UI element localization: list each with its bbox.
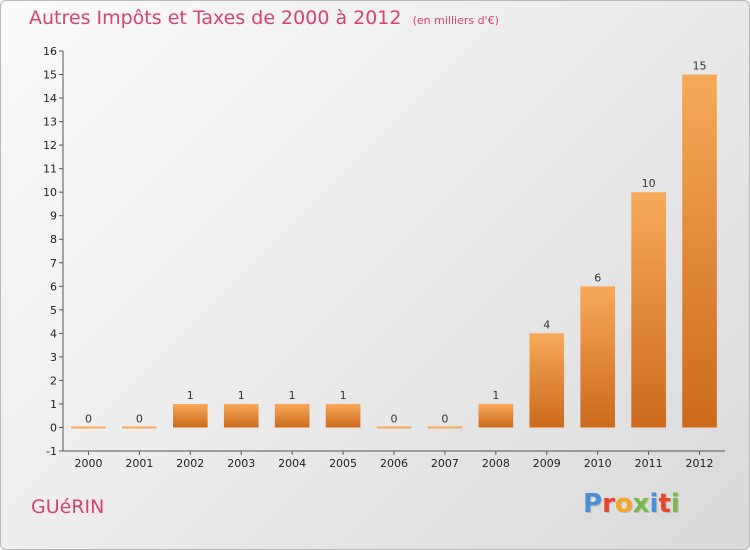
bar — [172, 403, 208, 428]
bar — [376, 426, 412, 429]
bar-data-label: 4 — [543, 318, 550, 331]
y-tick-label: 0 — [50, 421, 57, 434]
logo-letter: o — [614, 489, 633, 519]
logo-letter: x — [632, 489, 650, 519]
bar — [529, 333, 565, 428]
bar — [274, 403, 310, 428]
x-tick-label: 2003 — [227, 457, 255, 470]
y-tick-label: 11 — [43, 163, 57, 176]
bar — [122, 426, 157, 429]
bar-data-label: 1 — [187, 389, 194, 402]
bar — [631, 192, 666, 428]
logo-letter: i — [670, 489, 680, 519]
proxiti-logo: Proxiti — [583, 489, 680, 519]
bar-data-label: 1 — [289, 389, 296, 402]
y-tick-label: 12 — [43, 139, 57, 152]
y-tick-label: 2 — [50, 374, 57, 387]
bar — [580, 286, 616, 428]
bar — [223, 403, 259, 428]
y-tick-label: 6 — [50, 280, 57, 293]
y-tick-label: 8 — [50, 233, 57, 246]
logo-letter: r — [602, 489, 615, 519]
bar — [71, 426, 106, 429]
y-tick-label: 10 — [43, 186, 57, 199]
y-tick-label: 5 — [50, 304, 57, 317]
chart-title-block: Autres Impôts et Taxes de 2000 à 2012 (e… — [29, 7, 499, 29]
bar-data-label: 0 — [85, 412, 92, 425]
bar — [478, 403, 514, 428]
x-tick-label: 2008 — [482, 457, 510, 470]
x-tick-label: 2012 — [686, 457, 714, 470]
x-tick-label: 2006 — [380, 457, 408, 470]
commune-name: GUéRIN — [31, 496, 105, 518]
y-tick-label: 13 — [43, 116, 57, 129]
bar-data-label: 0 — [136, 412, 143, 425]
y-tick-label: 4 — [50, 327, 57, 340]
bar-data-label: 1 — [238, 389, 245, 402]
x-tick-label: 2009 — [533, 457, 561, 470]
y-tick-label: 1 — [50, 398, 57, 411]
y-tick-label: 9 — [50, 210, 57, 223]
y-tick-label: 14 — [43, 92, 57, 105]
bar-data-label: 15 — [693, 60, 707, 73]
x-tick-label: 2010 — [584, 457, 612, 470]
x-tick-label: 2007 — [431, 457, 459, 470]
bar-data-label: 0 — [391, 412, 398, 425]
bar — [682, 74, 717, 428]
bar-data-label: 6 — [594, 271, 601, 284]
bar-data-label: 1 — [340, 389, 347, 402]
y-tick-label: 15 — [43, 69, 57, 82]
y-tick-label: -1 — [46, 445, 57, 458]
x-tick-label: 2002 — [176, 457, 204, 470]
x-tick-label: 2000 — [74, 457, 102, 470]
y-tick-label: 7 — [50, 257, 57, 270]
x-tick-label: 2011 — [635, 457, 663, 470]
bar-data-label: 10 — [642, 177, 656, 190]
x-tick-label: 2001 — [125, 457, 153, 470]
logo-letter: i — [649, 489, 659, 519]
y-tick-label: 3 — [50, 351, 57, 364]
logo-letter: P — [583, 489, 603, 519]
bar — [427, 426, 463, 429]
x-tick-label: 2004 — [278, 457, 306, 470]
logo-letter: t — [658, 489, 671, 519]
x-tick-label: 2005 — [329, 457, 357, 470]
bar-data-label: 0 — [441, 412, 448, 425]
bar — [325, 403, 361, 428]
bar-data-label: 1 — [492, 389, 499, 402]
y-tick-label: 16 — [43, 45, 57, 58]
chart-title: Autres Impôts et Taxes de 2000 à 2012 — [29, 7, 402, 29]
chart-subtitle: (en milliers d'€) — [412, 14, 499, 27]
